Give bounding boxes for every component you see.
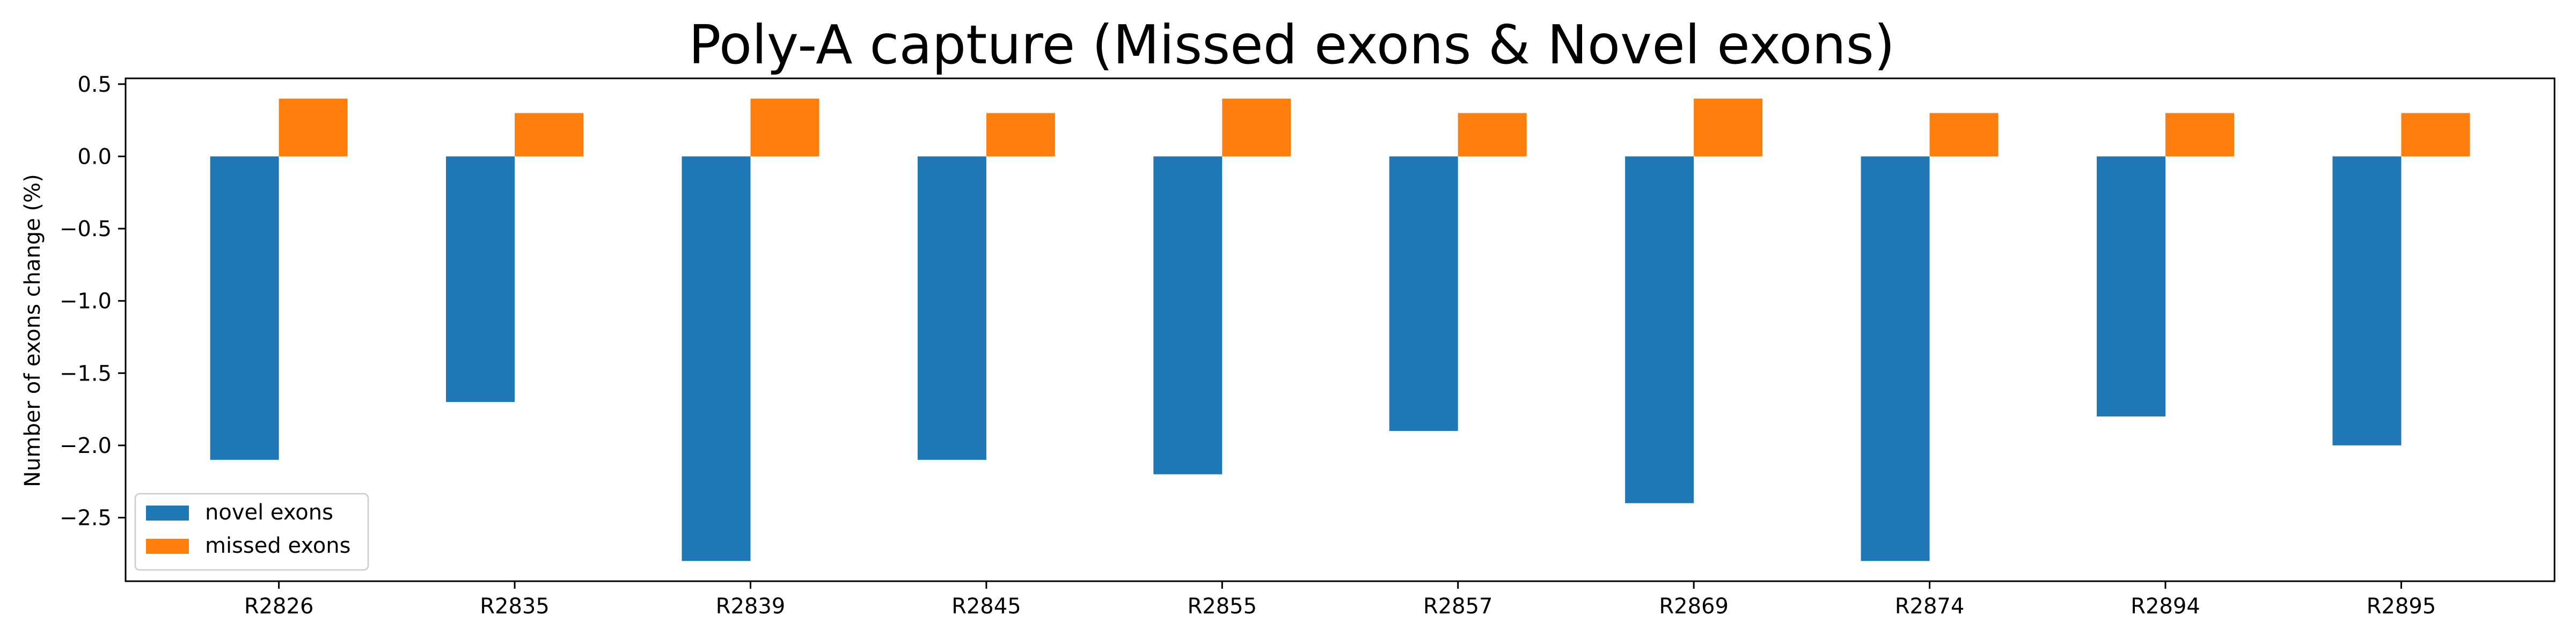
y-tick-label: −2.0 <box>60 434 112 458</box>
bar-missed-exons-R2845 <box>986 113 1055 157</box>
bar-novel-exons-R2894 <box>2096 156 2165 417</box>
y-tick-label: −2.5 <box>60 506 112 531</box>
x-tick-label: R2835 <box>480 594 550 619</box>
x-axis-ticks: R2826 R2835 R2839 R2845 R2855 R2857 R2869 R2874… <box>244 581 2436 619</box>
bar-novel-exons-R2855 <box>1153 156 1223 474</box>
y-axis-label: Number of exons change (%) <box>20 174 45 487</box>
x-tick-label: R2857 <box>1423 594 1493 619</box>
y-tick-label: 0.5 <box>77 72 112 97</box>
bar-missed-exons-R2839 <box>750 98 819 157</box>
bar-novel-exons-R2826 <box>210 156 279 460</box>
bar-missed-exons-R2855 <box>1222 98 1291 157</box>
bar-missed-exons-R2869 <box>1694 98 1763 157</box>
x-tick-label: R2869 <box>1659 594 1729 619</box>
bar-novel-exons-R2845 <box>917 156 986 460</box>
x-tick-label: R2845 <box>952 594 1021 619</box>
chart-title: Poly-A capture (Missed exons & Novel exo… <box>689 13 1895 76</box>
y-tick-label: −1.0 <box>60 289 112 314</box>
legend-label-novel-exons: novel exons <box>205 500 333 525</box>
legend-swatch-novel-exons <box>146 506 189 521</box>
legend-box <box>134 493 369 571</box>
bar-missed-exons-R2857 <box>1458 113 1527 157</box>
bar-novel-exons-R2895 <box>2332 156 2402 445</box>
x-tick-label: R2895 <box>2367 594 2436 619</box>
y-axis-ticks: 0.5 0.0 −0.5 −1.0 −1.5 −2.0 −2.5 <box>60 72 126 531</box>
x-tick-label: R2826 <box>244 594 314 619</box>
bar-novel-exons-R2857 <box>1389 156 1458 431</box>
bar-missed-exons-R2835 <box>515 113 584 157</box>
bar-missed-exons-R2894 <box>2165 113 2234 157</box>
legend-label-missed-exons: missed exons <box>205 533 350 558</box>
y-tick-label: −1.5 <box>60 361 112 386</box>
bar-missed-exons-R2895 <box>2401 113 2470 157</box>
bar-novel-exons-R2869 <box>1625 156 1694 503</box>
y-tick-label: 0.0 <box>77 144 112 169</box>
x-tick-label: R2839 <box>716 594 786 619</box>
bar-missed-exons-R2874 <box>1929 113 1999 157</box>
legend-swatch-missed-exons <box>146 539 189 554</box>
bar-novel-exons-R2874 <box>1861 156 1930 561</box>
bar-missed-exons-R2826 <box>279 98 348 157</box>
bars-group <box>210 98 2470 561</box>
legend: novel exons missed exons <box>134 493 369 571</box>
x-tick-label: R2874 <box>1895 594 1965 619</box>
bar-novel-exons-R2839 <box>682 156 751 561</box>
x-tick-label: R2894 <box>2131 594 2200 619</box>
x-tick-label: R2855 <box>1187 594 1257 619</box>
y-tick-label: −0.5 <box>60 217 112 241</box>
bar-novel-exons-R2835 <box>446 156 515 402</box>
plot-frame <box>125 77 2556 582</box>
